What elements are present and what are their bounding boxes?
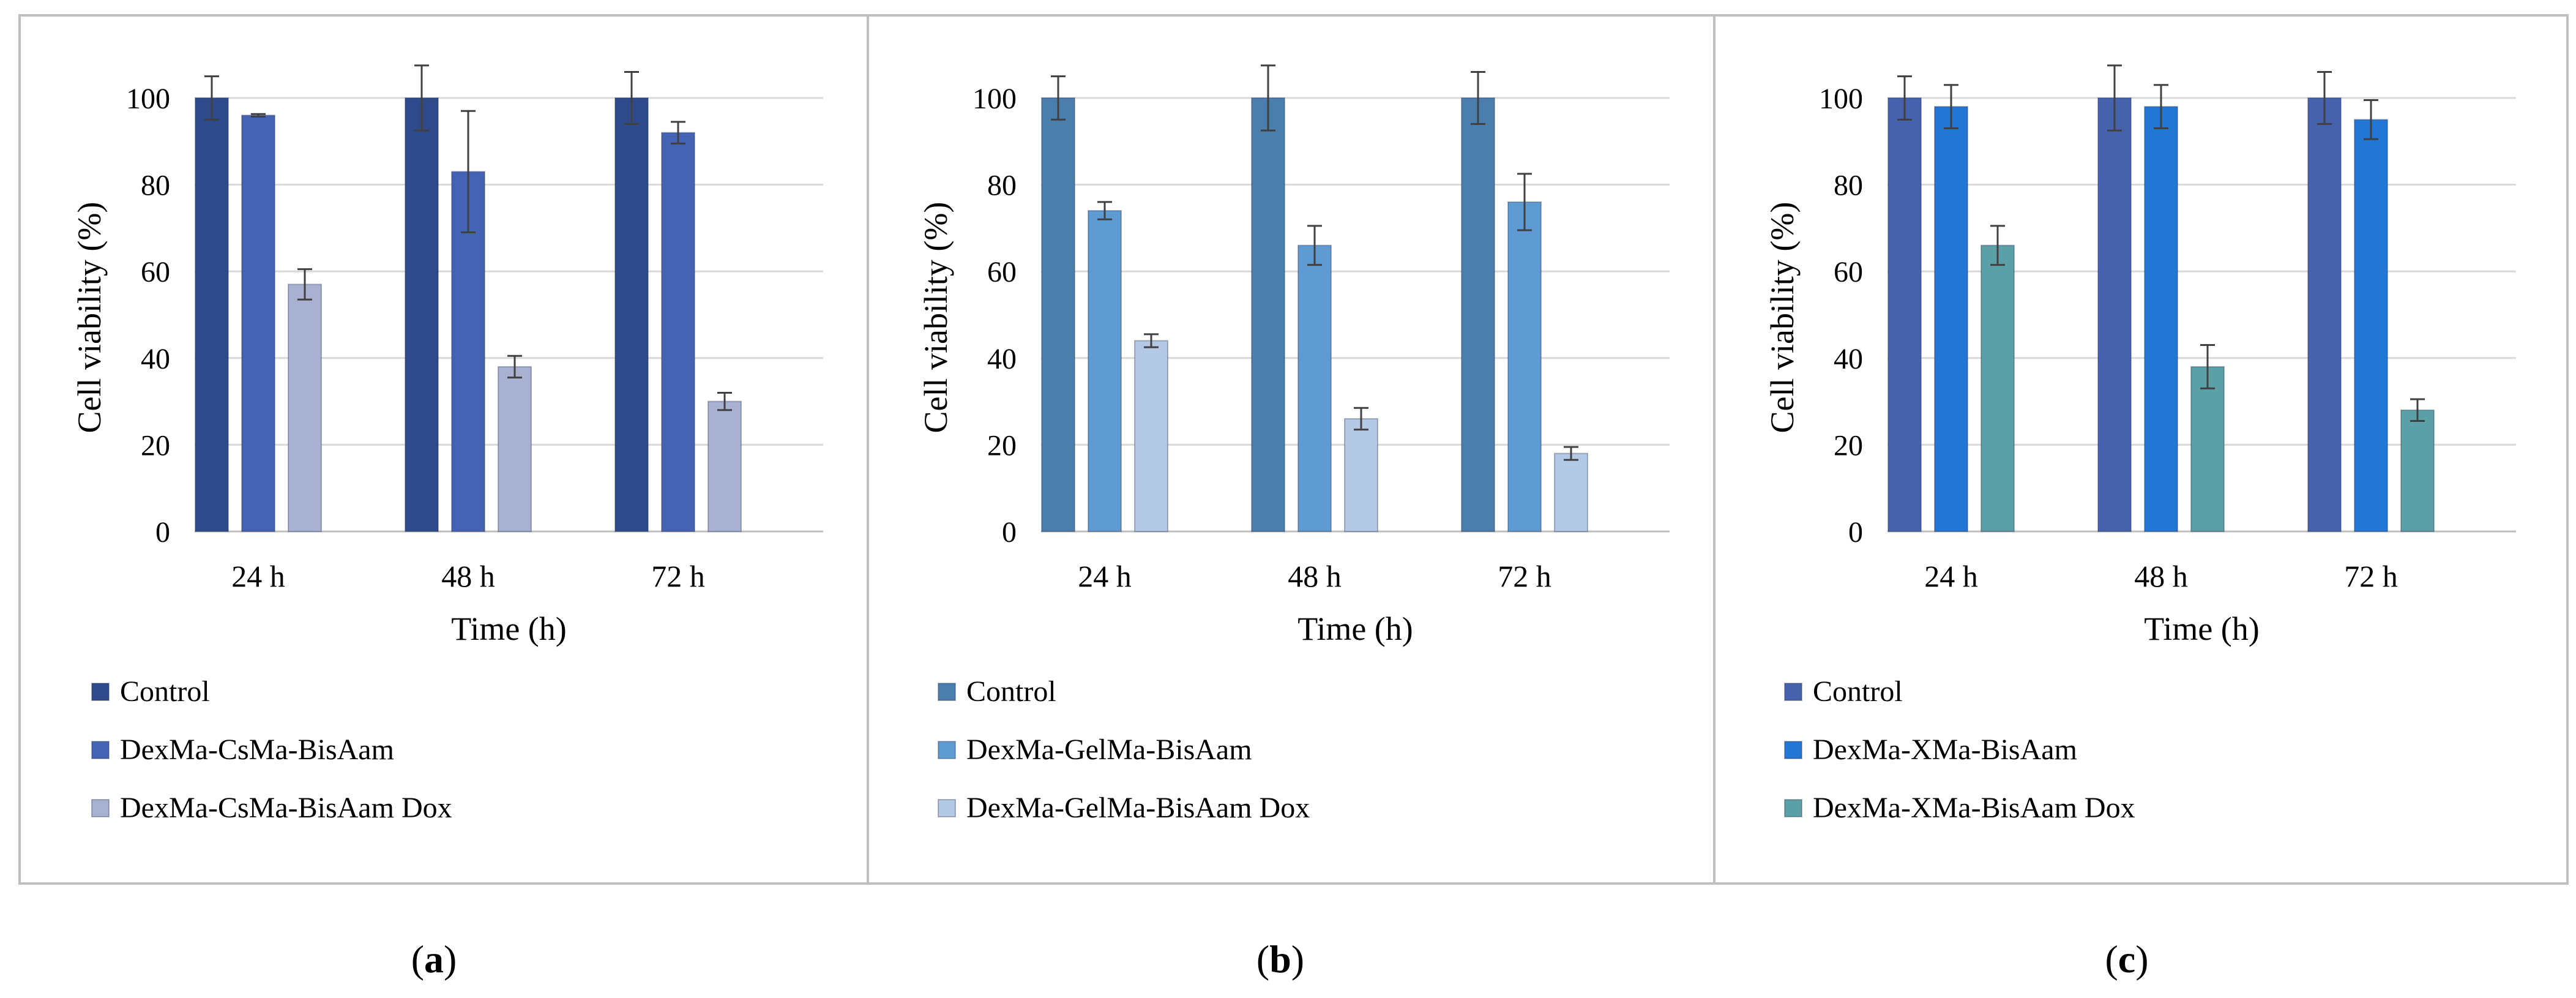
x-tick-label: 48 h (2134, 559, 2188, 593)
legend-label: DexMa-GelMa-BisAam Dox (966, 792, 1310, 824)
x-tick-label: 72 h (651, 559, 705, 593)
bar (707, 400, 742, 532)
bar (1344, 418, 1378, 532)
chart-panel-b: 0 20 40 60 80 100 Cell viability (%) 24 h 48 h 72… (917, 64, 1670, 981)
x-tick-label: 24 h (1078, 559, 1132, 593)
x-tick-label: 24 h (1924, 559, 1978, 593)
y-tick-label: 20 (141, 429, 170, 462)
bar (1507, 201, 1542, 533)
legend-swatch (1784, 741, 1802, 759)
legend-label: DexMa-XMa-BisAam (1813, 733, 2077, 766)
legend-label: Control (120, 675, 210, 708)
y-axis-title: Cell viability (%) (917, 202, 954, 433)
panel-label: (a) (411, 937, 457, 981)
y-tick-label: 0 (1002, 516, 1017, 549)
bar (1934, 106, 1968, 533)
bar (195, 97, 229, 532)
bar (2400, 409, 2435, 533)
legend-label: Control (1813, 675, 1903, 708)
legend-label: Control (966, 675, 1056, 708)
bar (1297, 244, 1332, 532)
x-axis-title: Time (h) (2144, 610, 2260, 647)
panel-label: (b) (1256, 937, 1304, 981)
bar (1041, 97, 1075, 532)
legend-swatch (91, 683, 110, 701)
x-axis-title: Time (h) (1297, 610, 1413, 647)
legend-label: DexMa-GelMa-BisAam (966, 733, 1252, 766)
legend-swatch (1784, 683, 1802, 701)
y-tick-label: 20 (1834, 429, 1863, 462)
x-tick-label: 72 h (2344, 559, 2398, 593)
bar (2097, 97, 2132, 532)
bar (1981, 244, 2015, 532)
y-tick-label: 80 (141, 170, 170, 202)
bar (288, 283, 322, 532)
bar (1887, 97, 1922, 532)
y-tick-label: 100 (126, 83, 170, 115)
chart-panel-a: 0 20 40 60 80 100 Cell viability (%) 24 h 48 h 72… (71, 64, 823, 981)
legend-swatch (938, 799, 956, 817)
y-tick-label: 80 (987, 170, 1017, 202)
x-tick-label: 48 h (441, 559, 495, 593)
legend-swatch (91, 741, 110, 759)
y-tick-label: 40 (987, 343, 1017, 375)
x-axis-title: Time (h) (451, 610, 567, 647)
bar (661, 132, 695, 532)
bar (1134, 340, 1168, 532)
x-tick-label: 24 h (231, 559, 285, 593)
bar (614, 97, 649, 532)
figure-frame (18, 14, 2569, 885)
y-tick-label: 0 (1848, 516, 1863, 549)
bar (1251, 97, 1285, 532)
x-tick-label: 72 h (1498, 559, 1551, 593)
legend-label: DexMa-CsMa-BisAam (120, 733, 394, 766)
bar (2190, 366, 2225, 533)
bar (2144, 106, 2178, 533)
legend-swatch (1784, 799, 1802, 817)
y-tick-label: 60 (141, 256, 170, 288)
y-tick-label: 40 (1834, 343, 1863, 375)
bar (2354, 119, 2388, 532)
y-tick-label: 80 (1834, 170, 1863, 202)
y-tick-label: 60 (987, 256, 1017, 288)
bar (1554, 452, 1588, 532)
legend-swatch (91, 799, 110, 817)
bar (2307, 97, 2342, 532)
chart-panel-c: 0 20 40 60 80 100 Cell viability (%) 24 h 48 h 72… (1764, 64, 2516, 981)
y-tick-label: 60 (1834, 256, 1863, 288)
bar (241, 114, 275, 532)
y-tick-label: 0 (155, 516, 170, 549)
bar (405, 97, 439, 532)
y-tick-label: 100 (973, 83, 1017, 115)
legend-swatch (938, 683, 956, 701)
bar (1088, 210, 1122, 532)
legend-label: DexMa-XMa-BisAam Dox (1813, 792, 2135, 824)
legend-label: DexMa-CsMa-BisAam Dox (120, 792, 452, 824)
bar (1461, 97, 1495, 532)
x-tick-label: 48 h (1288, 559, 1342, 593)
y-tick-label: 40 (141, 343, 170, 375)
y-tick-label: 20 (987, 429, 1017, 462)
y-axis-title: Cell viability (%) (1764, 202, 1801, 433)
y-axis-title: Cell viability (%) (71, 202, 108, 433)
legend-swatch (938, 741, 956, 759)
y-tick-label: 100 (1819, 83, 1863, 115)
panel-label: (c) (2105, 937, 2148, 981)
bar (498, 366, 532, 533)
